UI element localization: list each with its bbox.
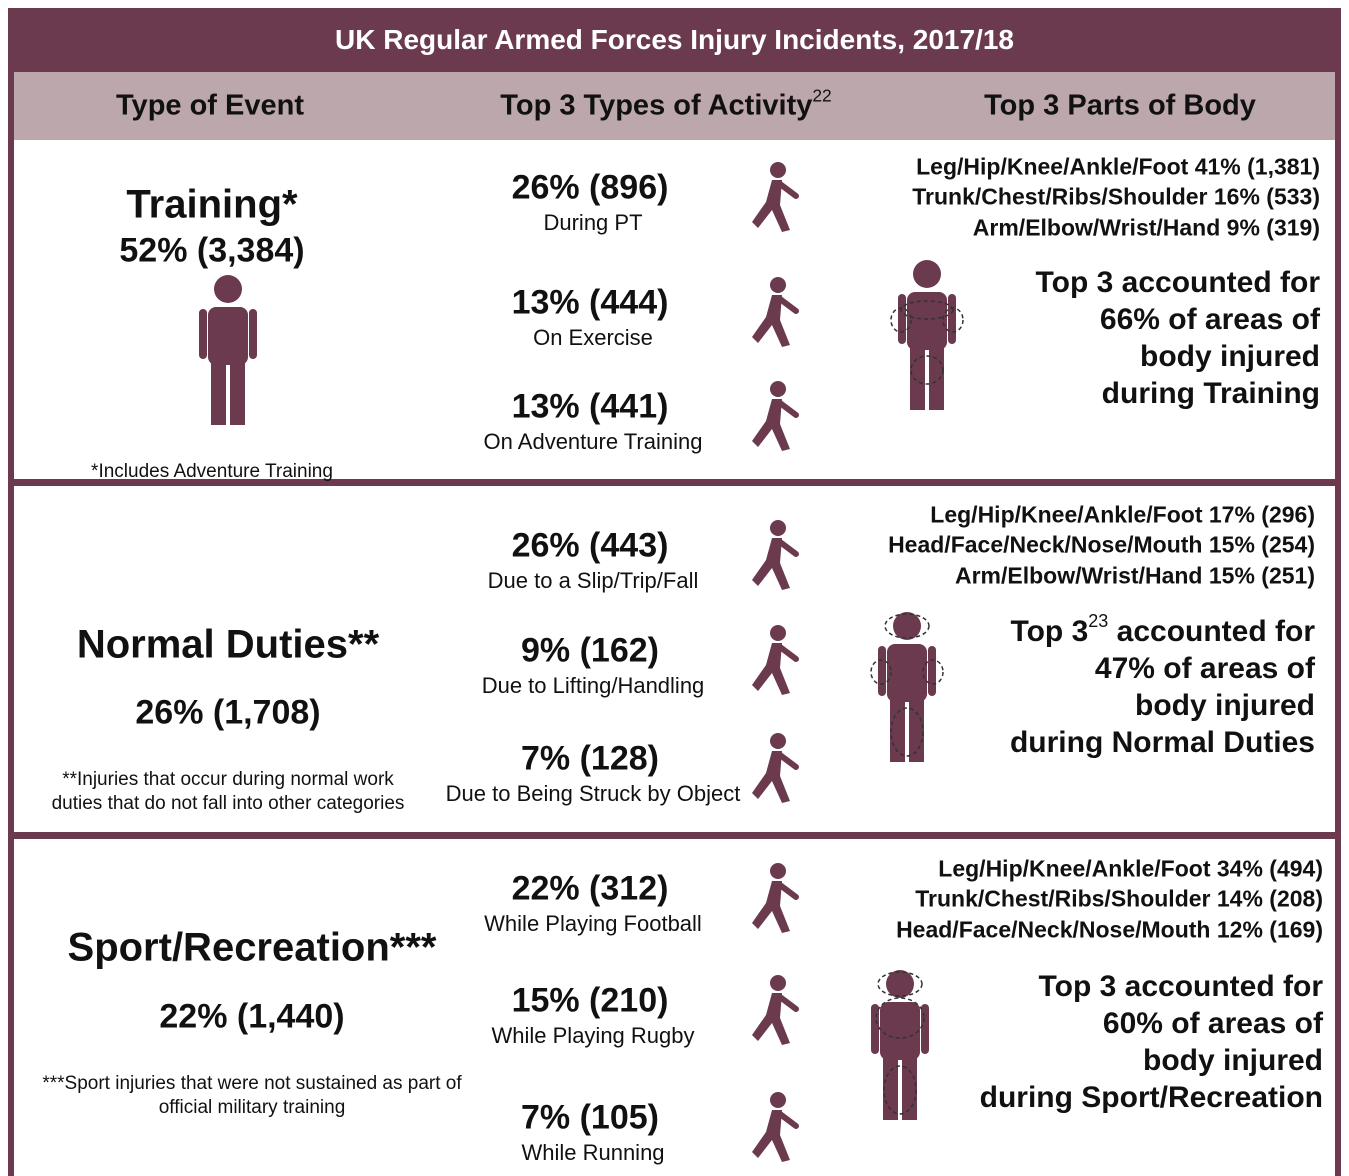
- event-note: ***Sport injuries that were not sustaine…: [42, 1072, 462, 1120]
- icon-shape: [886, 970, 914, 998]
- summary-line: Top 3 accounted for: [1036, 266, 1320, 300]
- activity-stat: 22% (312): [512, 870, 669, 909]
- summary-line: body injured: [1143, 1044, 1323, 1078]
- activity-stat: 7% (128): [521, 740, 659, 779]
- icon-shape: [898, 294, 906, 344]
- event-share: 22% (1,440): [159, 998, 344, 1037]
- activity-label: While Playing Rugby: [492, 1023, 695, 1049]
- icon-shape: [230, 360, 245, 425]
- body-part: Leg/Hip/Knee/Ankle/Foot 41% (1,381): [916, 154, 1320, 181]
- activity-label: While Running: [521, 1140, 664, 1166]
- icon-shape: [878, 646, 886, 696]
- icon-shape: [770, 625, 786, 641]
- icon-shape: [770, 162, 786, 178]
- icon-shape: [211, 360, 226, 425]
- summary-line: body injured: [1140, 340, 1320, 374]
- icon-shape: [780, 647, 796, 659]
- icon-shape: [780, 299, 796, 311]
- icon-shape: [928, 646, 936, 696]
- summary-line: during Normal Duties: [1010, 726, 1315, 760]
- icon-shape: [893, 612, 921, 640]
- icon-shape: [208, 307, 248, 365]
- icon-shape: [780, 542, 796, 554]
- icon-shape: [887, 644, 927, 702]
- summary-line: 66% of areas of: [1100, 303, 1320, 337]
- summary-head: Top 3: [1039, 970, 1117, 1003]
- event-title: Sport/Recreation***: [68, 926, 437, 971]
- summary-line: during Sport/Recreation: [980, 1081, 1323, 1115]
- event-title: Normal Duties**: [77, 623, 379, 668]
- event-share: 26% (1,708): [135, 694, 320, 733]
- summary-head: Top 3: [1010, 615, 1088, 648]
- activity-stat: 26% (896): [512, 169, 669, 208]
- event-note: **Injuries that occur during normal work…: [48, 768, 408, 816]
- body-part: Leg/Hip/Knee/Ankle/Foot 17% (296): [930, 502, 1315, 529]
- icon-shape: [910, 345, 925, 410]
- icon-shape: [780, 755, 796, 767]
- body-part: Arm/Elbow/Wrist/Hand 9% (319): [973, 215, 1320, 242]
- icon-shape: [770, 863, 786, 879]
- icon-shape: [913, 260, 941, 288]
- body-part: Arm/Elbow/Wrist/Hand 15% (251): [955, 563, 1315, 590]
- icon-shape: [780, 184, 796, 196]
- summary-line: Top 323 accounted for: [1010, 615, 1315, 649]
- icon-shape: [921, 1004, 929, 1054]
- summary-tail: accounted for: [1117, 615, 1315, 648]
- activity-stat: 15% (210): [512, 982, 669, 1021]
- activity-label: On Exercise: [533, 325, 653, 351]
- icon-shape: [780, 885, 796, 897]
- icon-shape: [880, 1002, 920, 1060]
- icon-shape: [780, 997, 796, 1009]
- page: {"title": "UK Regular Armed Forces Injur…: [0, 0, 1349, 1176]
- icon-shape: [780, 1114, 796, 1126]
- activity-stat: 26% (443): [512, 527, 669, 566]
- activity-label: Due to Being Struck by Object: [446, 781, 741, 807]
- body-part: Trunk/Chest/Ribs/Shoulder 14% (208): [915, 886, 1323, 913]
- icon-shape: [770, 1092, 786, 1108]
- activity-label: On Adventure Training: [484, 429, 703, 455]
- icon-shape: [770, 277, 786, 293]
- activity-label: Due to Lifting/Handling: [482, 673, 705, 699]
- icon-shape: [883, 1055, 898, 1120]
- icon-shape: [929, 345, 944, 410]
- summary-tail: accounted for: [1122, 266, 1320, 299]
- activity-stat: 7% (105): [521, 1099, 659, 1138]
- activity-stat: 9% (162): [521, 632, 659, 671]
- icon-shape: [199, 309, 207, 359]
- activity-stat: 13% (441): [512, 388, 669, 427]
- icon-shape: [770, 975, 786, 991]
- activity-stat: 13% (444): [512, 284, 669, 323]
- activity-label: During PT: [543, 210, 642, 236]
- summary-head: Top 3: [1036, 266, 1114, 299]
- summary-line: body injured: [1135, 689, 1315, 723]
- event-title: Training*: [126, 183, 297, 228]
- activity-label: While Playing Football: [484, 911, 702, 937]
- summary-tail: accounted for: [1125, 970, 1323, 1003]
- footnote-ref: 23: [1088, 611, 1108, 631]
- body-part: Head/Face/Neck/Nose/Mouth 15% (254): [888, 532, 1315, 559]
- summary-line: Top 3 accounted for: [1039, 970, 1323, 1004]
- icon-shape: [249, 309, 257, 359]
- summary-line: during Training: [1102, 377, 1320, 411]
- icon-shape: [890, 697, 905, 762]
- body-part: Leg/Hip/Knee/Ankle/Foot 34% (494): [938, 856, 1323, 883]
- summary-line: 60% of areas of: [1103, 1007, 1323, 1041]
- icon-shape: [948, 294, 956, 344]
- activity-label: Due to a Slip/Trip/Fall: [488, 568, 699, 594]
- icon-shape: [770, 520, 786, 536]
- icon-shape: [214, 275, 242, 303]
- event-share: 52% (3,384): [119, 232, 304, 271]
- body-part: Trunk/Chest/Ribs/Shoulder 16% (533): [912, 184, 1320, 211]
- icon-shape: [780, 403, 796, 415]
- icon-shape: [770, 381, 786, 397]
- icon-shape: [871, 1004, 879, 1054]
- icon-shape: [770, 733, 786, 749]
- summary-line: 47% of areas of: [1095, 652, 1315, 686]
- body-part: Head/Face/Neck/Nose/Mouth 12% (169): [896, 917, 1323, 944]
- event-note: *Includes Adventure Training: [32, 460, 392, 484]
